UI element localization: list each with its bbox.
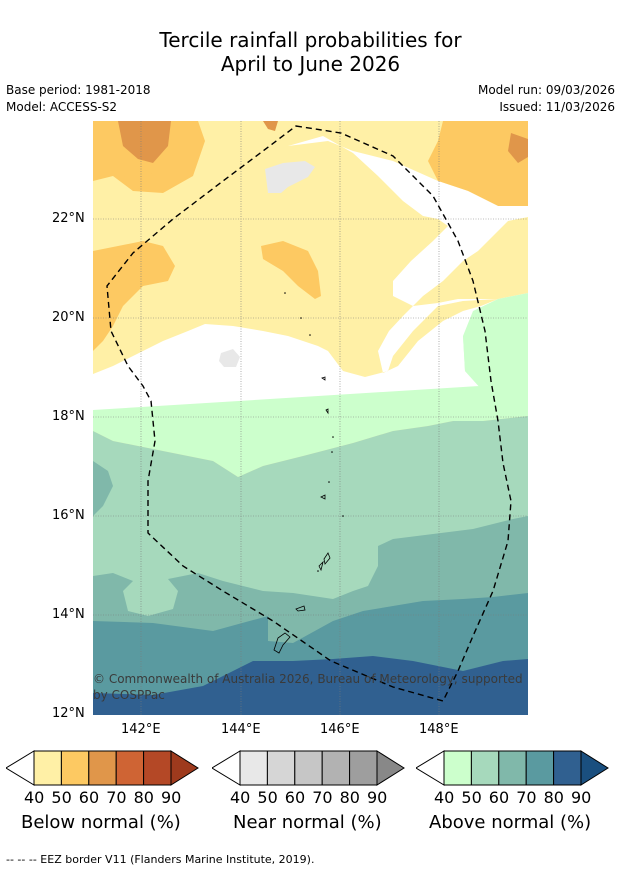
below-tick-label: 90: [161, 788, 182, 807]
no-signal-zone: [93, 136, 528, 410]
near-40-zone-n: [265, 161, 315, 193]
anatahan-island: [320, 494, 326, 500]
near-colorbar-segment: [321, 750, 351, 786]
tinian-island: [318, 560, 324, 572]
lat-label-22n: 22°N: [52, 211, 85, 226]
above-tick-label: 80: [543, 788, 564, 807]
base-period: Base period: 1981-2018: [6, 83, 151, 97]
near-tick-label: 40: [230, 788, 251, 807]
rainfall-probability-map: © Commonwealth of Australia 2026, Bureau…: [93, 121, 528, 715]
eez-footnote: -- -- -- EEZ border V11 (Flanders Marine…: [6, 853, 315, 866]
above-normal-label: Above normal (%): [429, 812, 592, 833]
below-colorbar-segment: [143, 750, 172, 786]
lon-label-144e: 144°E: [221, 722, 261, 737]
above-colorbar-segment: [498, 750, 527, 786]
near-colorbar-segment: [266, 750, 296, 786]
below-colorbar-segment: [115, 750, 145, 786]
rota-island: [295, 605, 306, 612]
lat-label-16n: 16°N: [52, 508, 85, 523]
graticule: [93, 121, 528, 715]
eez-border: [106, 125, 512, 702]
model-name: Model: ACCESS-S2: [6, 100, 118, 114]
near-40-zone-c: [219, 349, 240, 367]
near-tick-label: 90: [367, 788, 388, 807]
lat-label-12n: 12°N: [52, 706, 85, 721]
below-60-zone-nw: [118, 121, 171, 163]
below-normal-colorbar: [6, 750, 199, 786]
near-colorbar-segment: [349, 750, 378, 786]
below-50-zone-ne: [428, 121, 528, 206]
lon-label-148e: 148°E: [419, 722, 459, 737]
below-colorbar-segment: [60, 750, 90, 786]
above-normal-colorbar: [416, 750, 609, 786]
below-60-zone-n: [263, 121, 278, 131]
below-normal-label: Below normal (%): [21, 812, 181, 833]
saipan-island: [323, 552, 331, 565]
below-tick-label: 70: [106, 788, 127, 807]
pagan-island: [321, 376, 326, 381]
above-colorbar-segment: [553, 750, 582, 786]
guam-island: [273, 632, 291, 654]
copyright-line1: © Commonwealth of Australia 2026, Bureau…: [93, 672, 523, 686]
near-colorbar-segment: [294, 750, 323, 786]
lat-label-14n: 14°N: [52, 607, 85, 622]
lon-label-142e: 142°E: [121, 722, 161, 737]
near-tick-label: 70: [312, 788, 333, 807]
below-tick-label: 40: [24, 788, 45, 807]
near-colorbar-segment: [239, 750, 268, 786]
above-60-zone-w: [93, 461, 113, 516]
near-tick-label: 60: [284, 788, 306, 807]
below-tick-label: 60: [78, 788, 100, 807]
below-50-zone-nw2: [118, 156, 153, 191]
above-tick-label: 90: [571, 788, 592, 807]
above-80-zone: [93, 656, 528, 715]
above-tick-label: 40: [434, 788, 455, 807]
near-normal-label: Near normal (%): [233, 812, 382, 833]
above-tick-label: 50: [461, 788, 482, 807]
above-tick-label: 60: [488, 788, 510, 807]
below-colorbar-segment: [88, 750, 117, 786]
below-colorbar-segment: [33, 750, 62, 786]
above-colorbar-segment: [443, 750, 472, 786]
agrihan-island: [325, 408, 329, 415]
above-40-zone: [93, 293, 528, 477]
issued-date: Issued: 11/03/2026: [499, 100, 615, 114]
below-tick-label: 50: [51, 788, 72, 807]
map-title-line2: April to June 2026: [220, 52, 401, 76]
near-tick-label: 80: [339, 788, 360, 807]
lat-label-20n: 20°N: [52, 310, 85, 325]
below-60-zone-ne: [508, 133, 528, 163]
model-run: Model run: 09/03/2026: [477, 83, 615, 97]
above-colorbar-segment: [470, 750, 500, 786]
below-50-zone-c: [261, 241, 321, 299]
map-title-line1: Tercile rainfall probabilities for: [159, 28, 462, 52]
above-40-zone-e: [463, 336, 528, 391]
above-tick-label: 70: [516, 788, 537, 807]
copyright-line2: by COSPPac: [93, 688, 165, 702]
near-normal-colorbar: [212, 750, 405, 786]
near-tick-label: 50: [257, 788, 278, 807]
above-colorbar-segment: [525, 750, 555, 786]
below-tick-label: 80: [133, 788, 154, 807]
below-50-zone-w: [93, 241, 175, 351]
small-islets: [284, 292, 344, 572]
islands: [273, 376, 331, 654]
lat-label-18n: 18°N: [52, 409, 85, 424]
lon-label-146e: 146°E: [320, 722, 360, 737]
